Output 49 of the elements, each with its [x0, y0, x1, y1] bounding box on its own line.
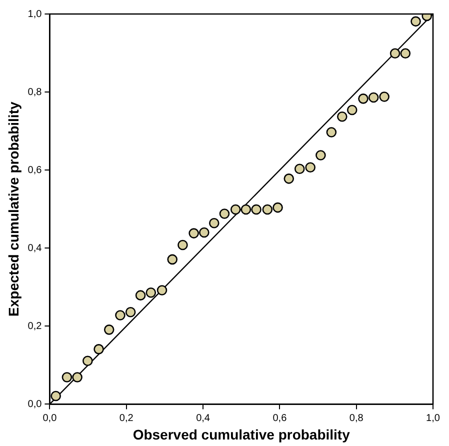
- point: [400, 48, 411, 59]
- point: [167, 254, 178, 265]
- x-tick-label: 0,4: [196, 412, 210, 424]
- y-tick-label: 0,4: [28, 242, 42, 254]
- y-axis-title: Expected cumulative probability: [5, 102, 22, 316]
- point: [251, 204, 262, 215]
- point: [305, 162, 316, 172]
- point: [240, 204, 252, 215]
- point: [199, 227, 210, 238]
- y-tick-label: 0,0: [28, 398, 42, 410]
- point: [368, 92, 379, 103]
- point: [82, 356, 93, 366]
- point: [379, 92, 390, 102]
- y-tick-label: 0,8: [28, 86, 42, 98]
- point: [346, 104, 358, 116]
- x-tick-label: 0,0: [42, 412, 58, 424]
- point: [316, 150, 326, 160]
- point: [410, 16, 421, 27]
- point: [294, 164, 305, 174]
- point: [72, 372, 82, 382]
- point: [326, 127, 337, 138]
- point: [272, 202, 283, 213]
- x-tick-label: 1,0: [426, 412, 440, 424]
- point: [284, 174, 294, 184]
- point: [94, 344, 104, 354]
- point: [390, 48, 400, 59]
- y-tick-label: 0,2: [28, 320, 42, 332]
- point: [104, 324, 114, 335]
- y-tick-label: 1,0: [28, 8, 42, 20]
- point: [337, 111, 348, 122]
- x-tick-label: 0,2: [119, 412, 134, 424]
- x-axis-title: Observed cumulative probability: [132, 426, 350, 442]
- point: [135, 290, 146, 300]
- point: [50, 390, 61, 402]
- y-tick-label: 0,6: [28, 164, 42, 176]
- point: [188, 228, 199, 238]
- point: [125, 306, 136, 318]
- point: [358, 94, 368, 104]
- point: [62, 372, 72, 382]
- point: [115, 310, 126, 320]
- x-tick-label: 0,8: [349, 412, 364, 424]
- point: [208, 218, 220, 228]
- point: [219, 208, 230, 219]
- point: [178, 240, 188, 250]
- point: [156, 285, 168, 296]
- x-tick-label: 0,6: [272, 412, 288, 424]
- point: [146, 287, 156, 298]
- point: [262, 204, 273, 215]
- point: [230, 204, 241, 215]
